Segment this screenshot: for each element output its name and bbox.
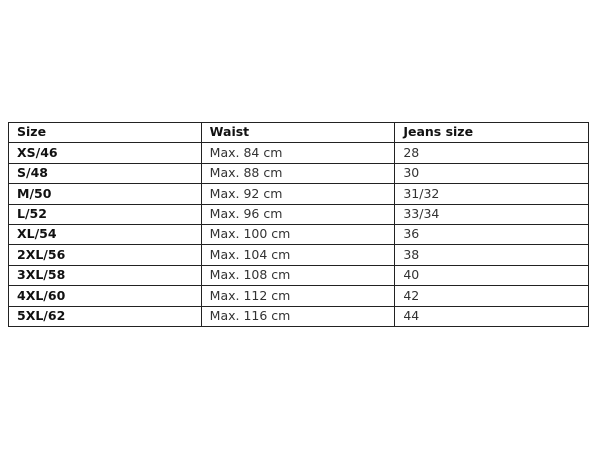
table-row: 4XL/60 Max. 112 cm 42 (8, 285, 589, 307)
jeans-size-cell: 28 (394, 142, 589, 164)
header-size: Size (8, 121, 202, 144)
header-waist: Waist (200, 121, 396, 144)
size-cell: XL/54 (8, 223, 202, 246)
jeans-size-cell: 33/34 (394, 203, 589, 225)
size-cell: 3XL/58 (8, 264, 202, 287)
jeans-size-cell: 44 (394, 305, 589, 327)
jeans-size-cell: 42 (394, 285, 589, 307)
size-cell: 4XL/60 (8, 285, 202, 307)
table-row: 2XL/56 Max. 104 cm 38 (8, 244, 589, 266)
waist-cell: Max. 84 cm (200, 142, 396, 164)
size-cell: S/48 (8, 162, 202, 185)
size-cell: XS/46 (8, 142, 202, 164)
waist-cell: Max. 100 cm (200, 223, 396, 246)
size-cell: 5XL/62 (8, 305, 202, 327)
waist-cell: Max. 108 cm (200, 264, 396, 287)
table-row: L/52 Max. 96 cm 33/34 (8, 203, 589, 225)
size-cell: M/50 (8, 183, 202, 205)
table-row: M/50 Max. 92 cm 31/32 (8, 183, 589, 205)
waist-cell: Max. 92 cm (200, 183, 396, 205)
table-row: S/48 Max. 88 cm 30 (8, 162, 589, 185)
table-row: XS/46 Max. 84 cm 28 (8, 142, 589, 164)
size-cell: L/52 (8, 203, 202, 225)
jeans-size-cell: 31/32 (394, 183, 589, 205)
jeans-size-cell: 40 (394, 264, 589, 287)
waist-cell: Max. 88 cm (200, 162, 396, 185)
waist-cell: Max. 104 cm (200, 244, 396, 266)
waist-cell: Max. 112 cm (200, 285, 396, 307)
waist-cell: Max. 116 cm (200, 305, 396, 327)
header-jeans-size: Jeans size (394, 121, 589, 144)
jeans-size-cell: 38 (394, 244, 589, 266)
size-cell: 2XL/56 (8, 244, 202, 266)
header-row: Size Waist Jeans size (8, 121, 589, 144)
table-row: 5XL/62 Max. 116 cm 44 (8, 305, 589, 327)
jeans-size-cell: 30 (394, 162, 589, 185)
table-row: 3XL/58 Max. 108 cm 40 (8, 264, 589, 287)
jeans-size-cell: 36 (394, 223, 589, 246)
table-row: XL/54 Max. 100 cm 36 (8, 223, 589, 246)
size-chart-table: Size Waist Jeans size XS/46 Max. 84 cm 28 S… (8, 121, 589, 327)
waist-cell: Max. 96 cm (200, 203, 396, 225)
